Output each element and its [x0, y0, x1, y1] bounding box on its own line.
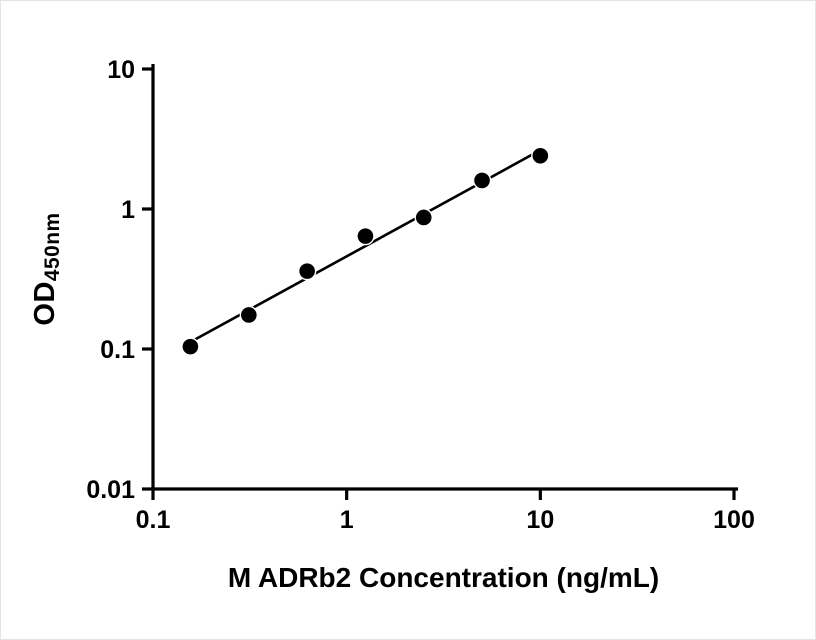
y-tick-label: 0.01 [86, 476, 135, 504]
data-point [239, 305, 259, 325]
data-point [297, 261, 317, 281]
x-tick-label: 1 [340, 506, 354, 534]
y-axis-label-main: OD [29, 281, 62, 326]
data-point [356, 226, 375, 246]
x-axis-label: M ADRb2 Concentration (ng/mL) [227, 562, 660, 593]
data-point [531, 146, 550, 165]
y-tick-label: 1 [121, 196, 135, 224]
y-axis-label: OD450nm [29, 212, 65, 325]
x-tick-label: 10 [526, 506, 554, 534]
y-axis-label-sub: 450nm [40, 212, 64, 282]
data-point [414, 208, 433, 227]
x-tick-label: 100 [713, 506, 755, 534]
data-point [472, 171, 492, 190]
y-tick-label: 10 [107, 56, 135, 84]
data-point [181, 337, 200, 356]
x-tick-label: 0.1 [136, 506, 171, 534]
y-tick-label: 0.1 [100, 336, 135, 364]
